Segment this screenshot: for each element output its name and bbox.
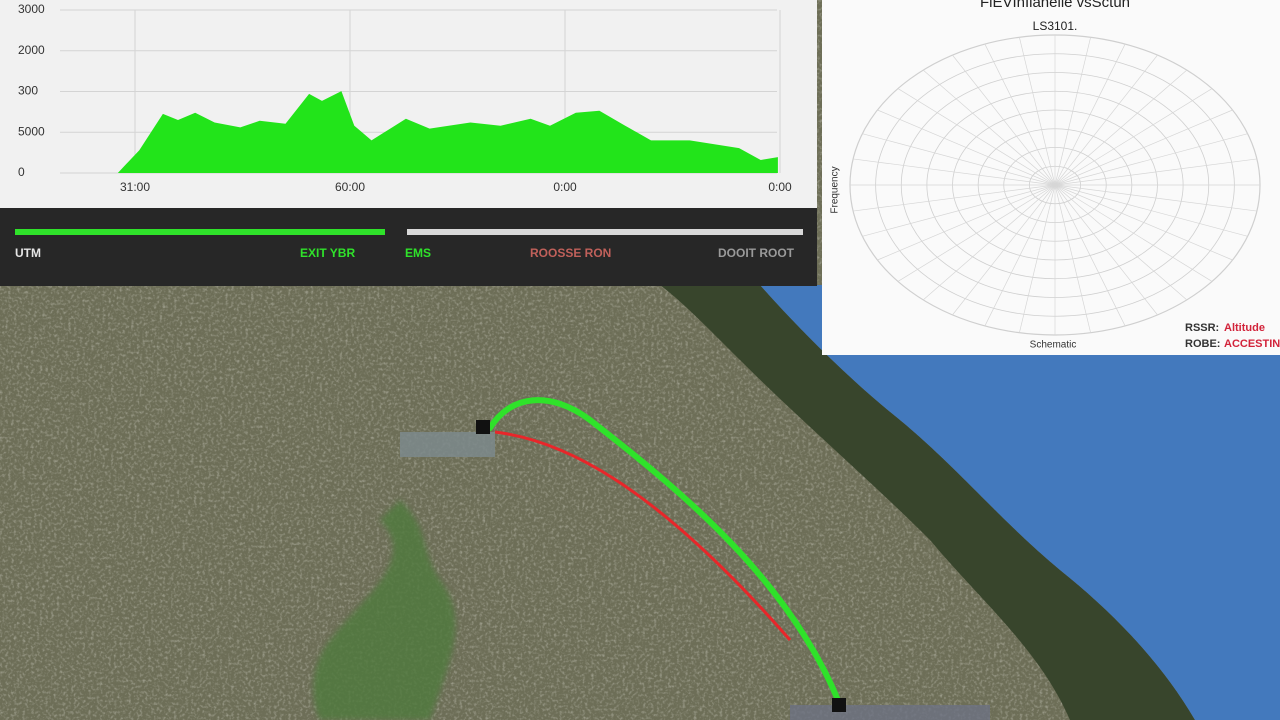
polar-spoke <box>1054 133 1248 186</box>
readout: DOOIT ROOT <box>718 246 795 260</box>
legend-value: Altitude <box>1224 322 1265 334</box>
progress-bar <box>407 229 803 235</box>
sea <box>760 285 1280 720</box>
polar-spoke <box>922 184 1056 301</box>
legend-key: RSSR: <box>1185 322 1219 334</box>
y-tick-label: 2000 <box>18 43 45 57</box>
x-tick-label: 31:00 <box>120 180 150 194</box>
status-background <box>0 208 817 286</box>
polar-spoke <box>853 184 1056 212</box>
polar-spoke <box>952 54 1056 186</box>
route-planned <box>494 430 792 641</box>
polar-spoke <box>1054 158 1257 186</box>
polar-spoke <box>877 184 1056 261</box>
polar-spoke <box>1019 37 1056 186</box>
polar-spoke <box>984 43 1056 186</box>
polar-side-label: Frequency <box>830 166 841 213</box>
polar-spoke <box>1054 184 1233 261</box>
y-tick-label: 300 <box>18 84 38 98</box>
y-tick-label: 5000 <box>18 124 45 138</box>
polar-subtitle: LS3101. <box>1033 19 1078 33</box>
legend-key: ROBE: <box>1185 338 1220 350</box>
polar-spoke <box>897 184 1056 282</box>
y-tick-label: 3000 <box>18 2 45 16</box>
park <box>313 500 456 720</box>
polar-spoke <box>1054 54 1158 186</box>
destination-marker[interactable] <box>832 698 846 712</box>
panel-background <box>0 0 817 208</box>
polar-spoke <box>862 133 1056 186</box>
x-tick-label: 0:00 <box>768 180 792 194</box>
polar-spoke <box>1019 184 1056 333</box>
polar-grid <box>849 34 1261 336</box>
progress-bar <box>15 229 385 235</box>
readout: ROOSSE RON <box>530 246 611 260</box>
polar-spoke <box>952 184 1056 316</box>
runway <box>790 705 990 720</box>
x-tick-label: 60:00 <box>335 180 365 194</box>
polar-spoke <box>1054 88 1213 186</box>
x-tick-label: 0:00 <box>553 180 577 194</box>
polar-spoke <box>1054 109 1233 186</box>
polar-spoke <box>1054 184 1126 327</box>
polar-spoke <box>1054 43 1126 186</box>
polar-spoke <box>1054 69 1188 186</box>
polar-spoke <box>984 184 1056 327</box>
polar-panel: FlEVInIlanelle vsSctun LS3101. Schematic… <box>822 0 1280 355</box>
polar-spoke <box>897 88 1056 186</box>
polar-spoke <box>1054 184 1091 333</box>
elevation-area <box>117 91 778 173</box>
status-bar: UTM EXIT YBR EMS ROOSSE RON DOOIT ROOT <box>0 208 817 286</box>
polar-spoke <box>853 158 1056 186</box>
runway <box>400 432 495 457</box>
elevation-panel: 3000 2000 300 5000 0 31:00 60:00 0:00 0:00 <box>0 0 817 208</box>
polar-spoke <box>1054 184 1158 316</box>
coast-forest <box>660 285 1195 720</box>
polar-spoke <box>1054 184 1257 212</box>
polar-title: FlEVInIlanelle vsSctun <box>980 0 1130 11</box>
polar-spoke <box>1054 184 1248 237</box>
status-label: UTM <box>15 246 41 260</box>
polar-spoke <box>877 109 1056 186</box>
polar-spoke <box>862 184 1056 237</box>
readout: EXIT YBR <box>300 246 355 260</box>
route-actual <box>487 397 843 708</box>
polar-axis-label: Schematic <box>1030 340 1077 351</box>
polar-spoke <box>922 69 1056 186</box>
polar-spoke <box>1054 37 1091 186</box>
y-tick-label: 0 <box>18 165 25 179</box>
legend-value: ACCESTIN <box>1224 338 1280 350</box>
polar-spoke <box>1054 184 1188 301</box>
polar-spoke <box>1054 184 1213 282</box>
origin-marker[interactable] <box>476 420 490 434</box>
readout: EMS <box>405 246 431 260</box>
